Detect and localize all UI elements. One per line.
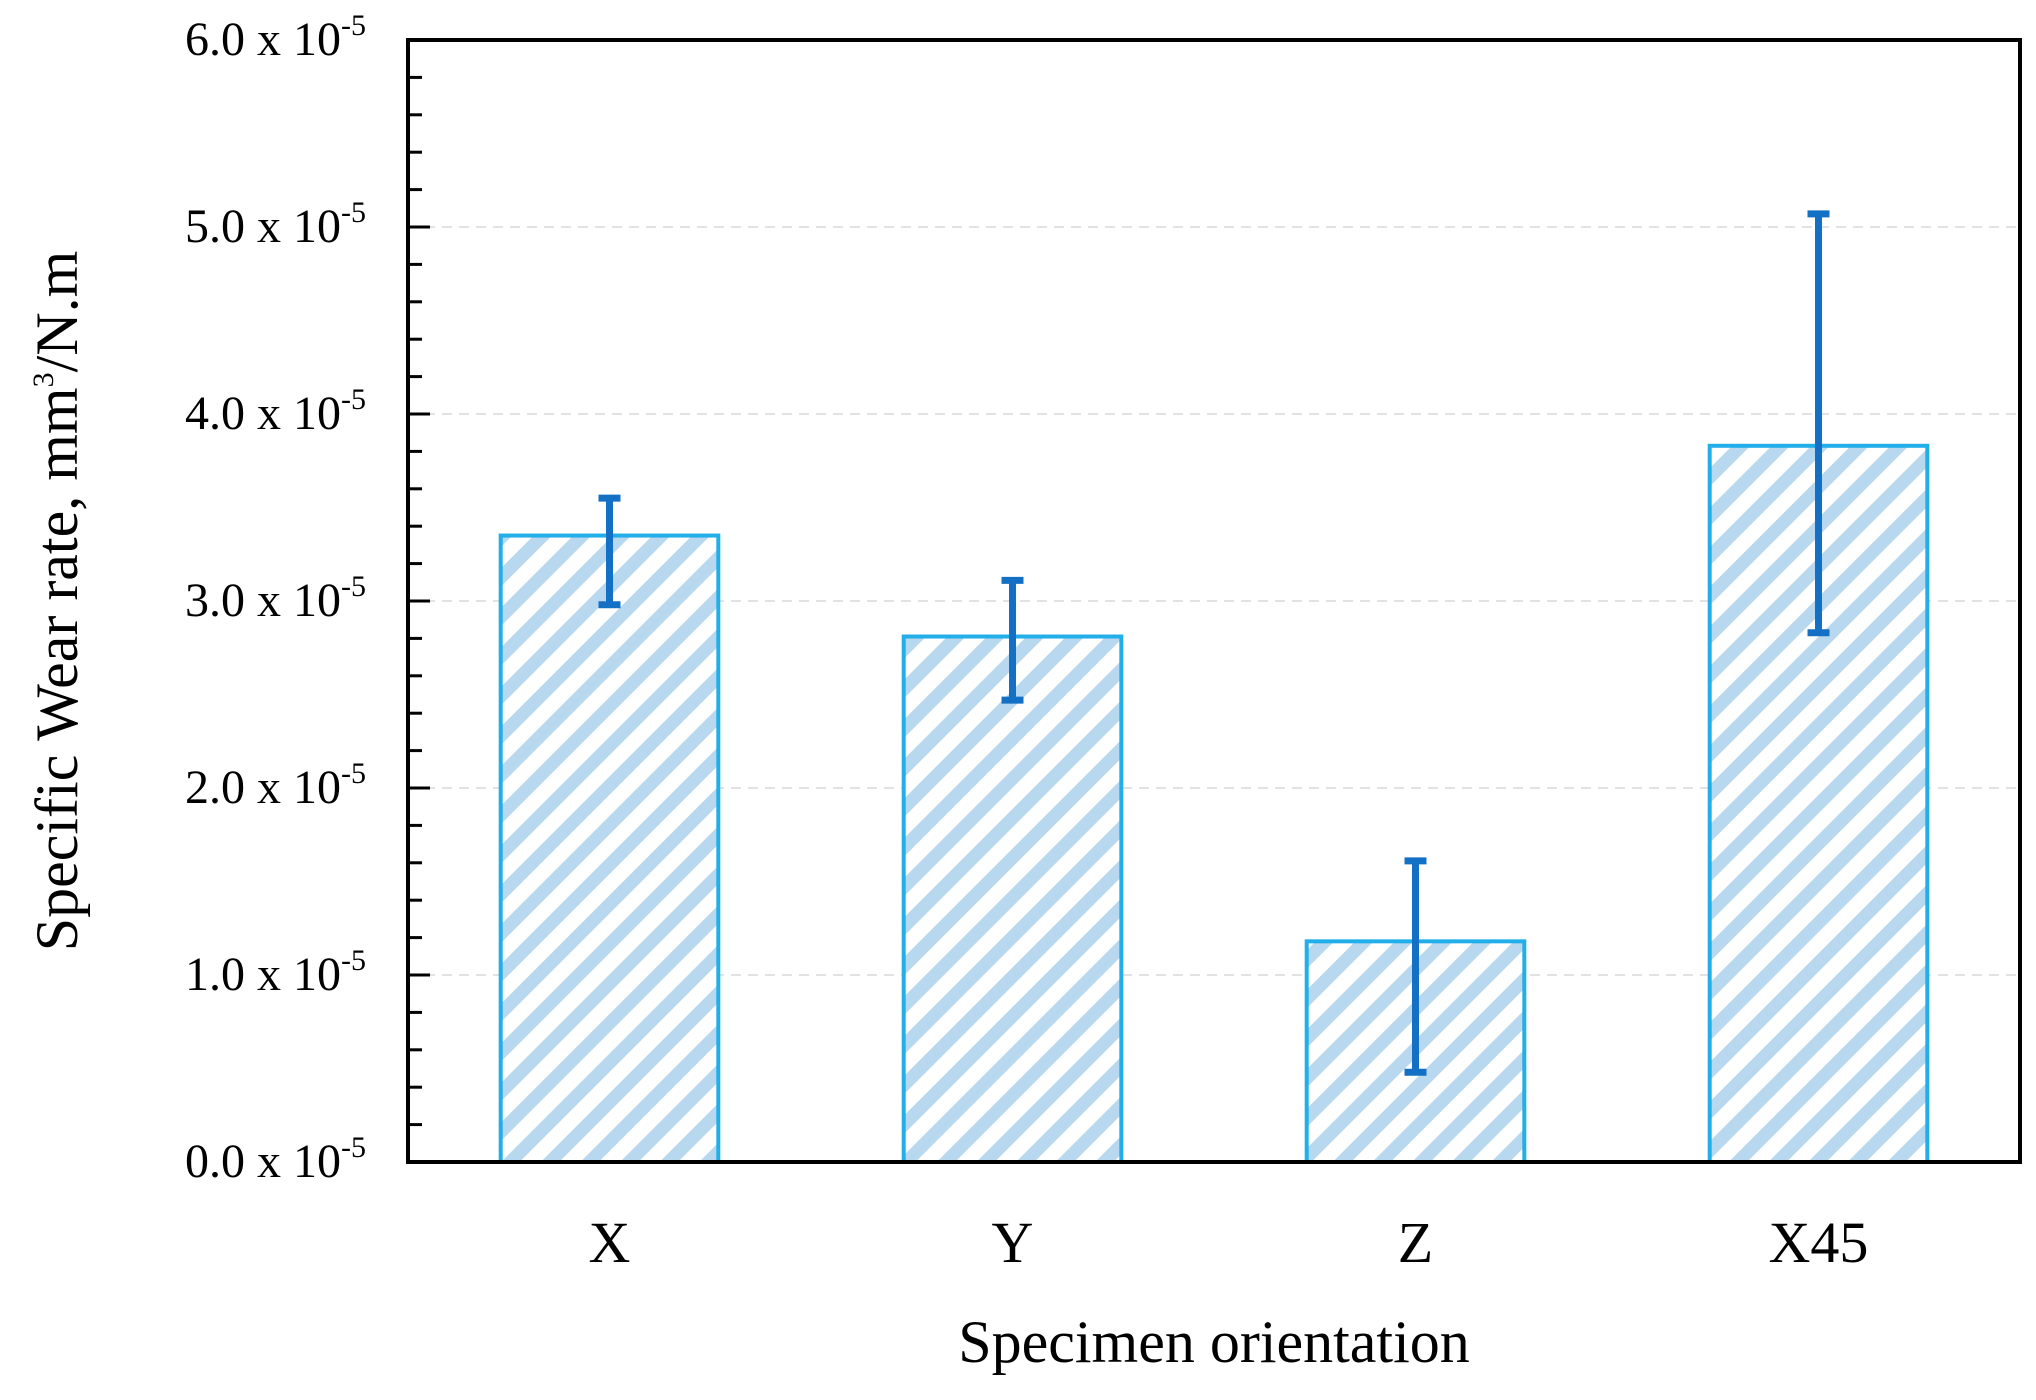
error-bar-x [598,494,621,609]
y-tick-label: 4.0 x 10-5 [185,383,366,440]
y-tick-label: 2.0 x 10-5 [185,757,366,814]
x-tick-label-z: Z [1398,1210,1433,1275]
y-tick-label: 1.0 x 10-5 [185,944,366,1001]
x-tick-label-x: X [589,1210,631,1275]
error-bar-y [1001,576,1024,704]
x-axis-title: Specimen orientation [958,1309,1470,1375]
error-bar-z [1404,857,1427,1076]
x-tick-label-y: Y [992,1210,1034,1275]
y-axis-title: Specific Wear rate, mm3/N.m [24,251,90,952]
y-tick-label: 5.0 x 10-5 [185,196,366,253]
error-bars [598,210,1830,1076]
y-tick-label: 0.0 x 10-5 [185,1131,366,1188]
x-tick-label-x45: X45 [1769,1210,1869,1275]
y-tick-label: 3.0 x 10-5 [185,570,366,627]
bar-x [498,533,721,1164]
error-bar-x45 [1807,210,1830,637]
bar-y [901,634,1124,1164]
x-axis: X Y Z X45 [589,1210,1869,1275]
y-axis: 0.0 x 10-5 1.0 x 10-5 2.0 x 10-5 3.0 x 10-5… [185,9,430,1188]
y-tick-label: 6.0 x 10-5 [185,9,366,66]
bars [498,443,1930,1165]
